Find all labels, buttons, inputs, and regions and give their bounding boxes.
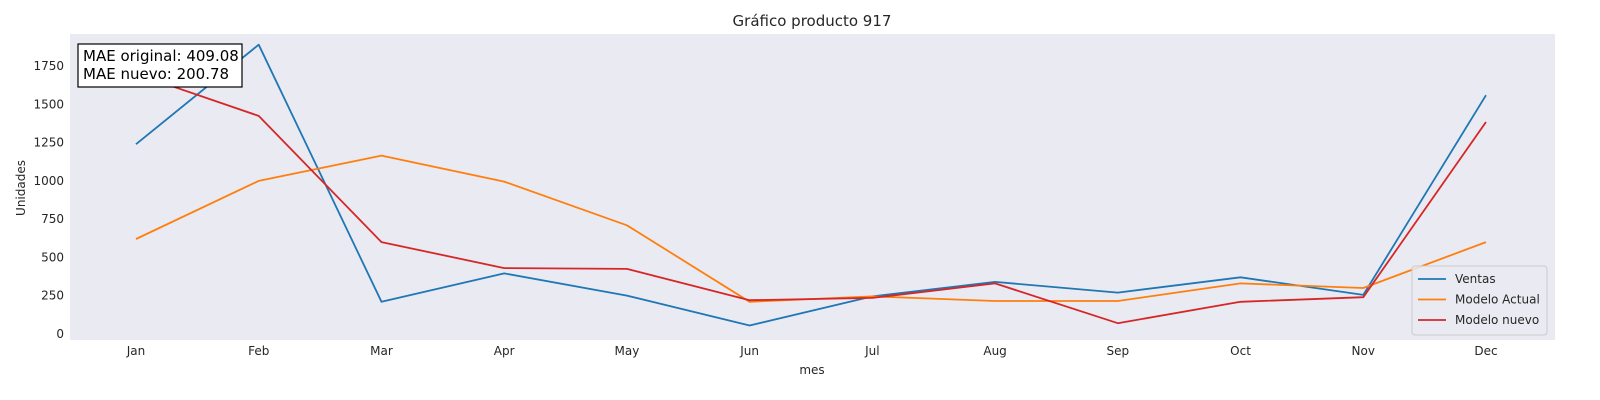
chart-title: Gráfico producto 917 <box>733 12 892 30</box>
y-tick-label: 1250 <box>33 136 64 150</box>
mae-annotation: MAE original: 409.08 MAE nuevo: 200.78 <box>77 43 243 88</box>
x-tick-label: Jan <box>126 344 146 358</box>
y-tick-label: 250 <box>41 289 64 303</box>
x-tick-label: Apr <box>494 344 515 358</box>
series-lines <box>135 43 1487 327</box>
y-axis-ticks: 0 250 500 750 1000 1250 1500 1750 <box>33 59 64 341</box>
series-line-modelo-nuevo <box>135 72 1487 325</box>
x-tick-label: Mar <box>370 344 393 358</box>
x-tick-label: Dec <box>1474 344 1497 358</box>
y-tick-label: 750 <box>41 212 64 226</box>
y-tick-label: 1750 <box>33 59 64 73</box>
y-tick-label: 1000 <box>33 174 64 188</box>
legend-label: Ventas <box>1455 272 1496 286</box>
legend-label: Modelo nuevo <box>1455 313 1539 327</box>
annotation-box <box>77 43 243 88</box>
x-tick-label: Jun <box>739 344 759 358</box>
x-tick-label: May <box>615 344 640 358</box>
x-tick-label: Sep <box>1107 344 1130 358</box>
legend-label: Modelo Actual <box>1455 293 1540 307</box>
legend: Ventas Modelo Actual Modelo nuevo <box>1411 265 1548 336</box>
annotation-line-2: MAE nuevo: 200.78 <box>83 65 229 83</box>
legend-box <box>1411 265 1548 336</box>
y-tick-label: 1500 <box>33 97 64 111</box>
x-axis-label: mes <box>799 363 824 377</box>
x-tick-label: Jul <box>864 344 879 358</box>
x-tick-label: Feb <box>248 344 269 358</box>
annotation-line-1: MAE original: 409.08 <box>83 47 239 65</box>
y-tick-label: 500 <box>41 250 64 264</box>
x-tick-label: Nov <box>1352 344 1375 358</box>
y-tick-label: 0 <box>56 327 64 341</box>
y-axis-label: Unidades <box>14 160 28 216</box>
x-tick-label: Oct <box>1230 344 1251 358</box>
x-axis-ticks: Jan Feb Mar Apr May Jun Jul Aug Sep Oct Nov Dec <box>126 344 1498 358</box>
x-tick-label: Aug <box>983 344 1006 358</box>
plot-background <box>70 34 1555 340</box>
series-line-ventas <box>135 43 1487 327</box>
